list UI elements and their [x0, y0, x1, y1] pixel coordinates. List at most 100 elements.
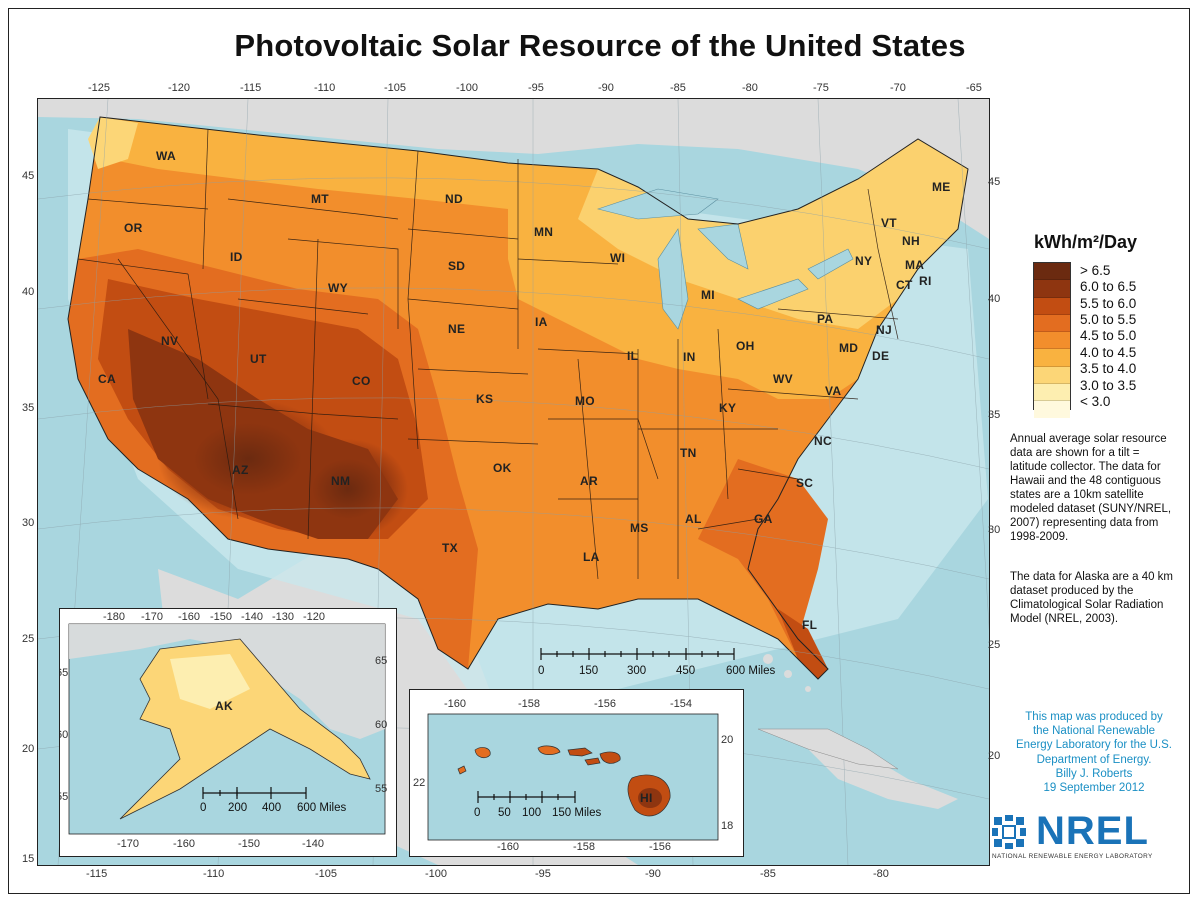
nrel-logo[interactable]: NREL NATIONAL RENEWABLE ENERGY LABORATOR… [992, 815, 1188, 865]
state-label-tx[interactable]: TX [442, 541, 458, 555]
lon-tick-top: -105 [384, 82, 406, 94]
lat-tick-right: 40 [988, 293, 1000, 305]
state-label-oh[interactable]: OH [736, 339, 755, 353]
alaska-graphic [60, 609, 396, 856]
state-label-ut[interactable]: UT [250, 352, 267, 366]
credit-line: This map was produced by [998, 710, 1190, 724]
description-line: data are shown for a tilt = [1010, 446, 1188, 460]
legend-label: 3.5 to 4.0 [1080, 361, 1136, 376]
credit-line: Department of Energy. [998, 753, 1190, 767]
state-label-in[interactable]: IN [683, 350, 696, 364]
legend-swatch [1034, 384, 1070, 401]
lat-tick-right: 30 [988, 524, 1000, 536]
lon-tick-top: -70 [890, 82, 906, 94]
state-label-hi[interactable]: HI [640, 791, 653, 805]
state-label-wy[interactable]: WY [328, 281, 348, 295]
state-label-nh[interactable]: NH [902, 234, 920, 248]
state-label-nv[interactable]: NV [161, 334, 178, 348]
hawaii-inset[interactable]: HI -160 -158 -156 -154 -160 -158 -156 22… [409, 689, 744, 857]
hi-top-tick: -156 [594, 698, 616, 710]
ak-bottom-tick: -160 [173, 838, 195, 850]
state-label-ri[interactable]: RI [919, 274, 932, 288]
state-label-al[interactable]: AL [685, 512, 702, 526]
ak-top-tick: -150 [210, 611, 232, 623]
state-label-mt[interactable]: MT [311, 192, 329, 206]
main-map[interactable]: 0 150 300 450 600 Miles WA OR CA NV ID M… [37, 98, 990, 866]
lon-tick-top: -100 [456, 82, 478, 94]
state-label-me[interactable]: ME [932, 180, 951, 194]
state-label-la[interactable]: LA [583, 550, 600, 564]
state-label-ar[interactable]: AR [580, 474, 598, 488]
lon-tick-bottom: -115 [86, 868, 107, 880]
state-label-va[interactable]: VA [825, 384, 841, 398]
ak-scale-label: 0 [200, 802, 206, 814]
state-label-fl[interactable]: FL [802, 618, 817, 632]
lon-tick-bottom: -95 [535, 868, 551, 880]
description-line: Climatological Solar Radiation [1010, 598, 1188, 612]
state-label-md[interactable]: MD [839, 341, 858, 355]
state-label-wv[interactable]: WV [773, 372, 793, 386]
state-label-sc[interactable]: SC [796, 476, 813, 490]
state-label-wa[interactable]: WA [156, 149, 176, 163]
ak-left-tick: 60 [59, 729, 68, 741]
state-label-tn[interactable]: TN [680, 446, 697, 460]
hi-scale-label: 100 [522, 807, 541, 819]
credit-line: Billy J. Roberts [998, 767, 1190, 781]
lat-tick-left: 40 [22, 286, 34, 298]
state-label-co[interactable]: CO [352, 374, 371, 388]
state-label-id[interactable]: ID [230, 250, 243, 264]
state-label-nm[interactable]: NM [331, 474, 350, 488]
state-label-ny[interactable]: NY [855, 254, 872, 268]
hi-top-tick: -160 [444, 698, 466, 710]
lon-tick-bottom: -85 [760, 868, 776, 880]
state-label-ne[interactable]: NE [448, 322, 465, 336]
lat-tick-left: 30 [22, 517, 34, 529]
state-label-ct[interactable]: CT [896, 278, 913, 292]
state-label-sd[interactable]: SD [448, 259, 465, 273]
hawaii-graphic [410, 690, 743, 856]
ak-right-tick: 55 [375, 783, 387, 795]
state-label-nd[interactable]: ND [445, 192, 463, 206]
state-label-mn[interactable]: MN [534, 225, 553, 239]
legend-swatch [1034, 280, 1070, 297]
state-label-mo[interactable]: MO [575, 394, 595, 408]
lat-tick-left: 35 [22, 402, 34, 414]
state-label-nj[interactable]: NJ [876, 323, 892, 337]
state-label-or[interactable]: OR [124, 221, 143, 235]
state-label-ks[interactable]: KS [476, 392, 493, 406]
state-label-ia[interactable]: IA [535, 315, 548, 329]
state-label-vt[interactable]: VT [881, 216, 897, 230]
state-label-ok[interactable]: OK [493, 461, 512, 475]
ak-left-tick: 65 [59, 667, 68, 679]
legend-swatch [1034, 332, 1070, 349]
state-label-ky[interactable]: KY [719, 401, 736, 415]
description-paragraph-2: The data for Alaska are a 40 km dataset … [1010, 570, 1188, 626]
lon-tick-top: -90 [598, 82, 614, 94]
alaska-inset[interactable]: AK -180 -170 -160 -150 -140 -130 -120 -1… [59, 608, 397, 857]
state-label-ms[interactable]: MS [630, 521, 649, 535]
state-label-ca[interactable]: CA [98, 372, 116, 386]
legend-label: 4.0 to 4.5 [1080, 345, 1136, 360]
state-label-pa[interactable]: PA [817, 312, 833, 326]
scale-label-600: 600 Miles [726, 665, 775, 677]
ak-top-tick: -170 [141, 611, 163, 623]
state-label-nc[interactable]: NC [814, 434, 832, 448]
legend-label: > 6.5 [1080, 263, 1110, 278]
lon-tick-bottom: -105 [315, 868, 337, 880]
state-label-mi[interactable]: MI [701, 288, 715, 302]
hi-left-tick: 22 [413, 777, 425, 789]
state-label-wi[interactable]: WI [610, 251, 625, 265]
state-label-az[interactable]: AZ [232, 463, 249, 477]
state-label-ga[interactable]: GA [754, 512, 773, 526]
state-label-ak[interactable]: AK [215, 699, 233, 713]
legend-label: 5.5 to 6.0 [1080, 296, 1136, 311]
state-label-de[interactable]: DE [872, 349, 889, 363]
state-label-ma[interactable]: MA [905, 258, 924, 272]
legend-swatch [1034, 263, 1070, 280]
legend-swatches [1033, 262, 1071, 410]
state-label-il[interactable]: IL [627, 349, 638, 363]
lat-tick-left: 15 [22, 853, 34, 865]
lon-tick-bottom: -80 [873, 868, 889, 880]
ak-left-tick: 55 [59, 791, 68, 803]
lat-tick-left: 20 [22, 743, 34, 755]
